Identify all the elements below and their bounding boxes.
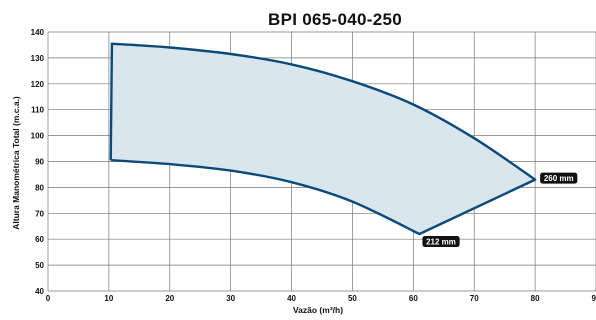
curve-260mm (110, 42, 537, 181)
x-tick-label-1: 10 (104, 294, 113, 303)
y-tick-label-10: 140 (31, 28, 45, 37)
label-212mm: 212 mm (426, 238, 456, 247)
y-tick-label-2: 60 (35, 235, 44, 244)
y-tick-label-1: 50 (35, 261, 44, 270)
max-flow-edge (418, 178, 536, 236)
x-axis-label: Vazão (m³/h) (293, 305, 343, 315)
y-tick-label-0: 40 (35, 287, 44, 296)
x-tick-label-5: 50 (348, 294, 357, 303)
curve-212mm (110, 159, 421, 236)
operating-area (111, 43, 536, 235)
y-tick-label-9: 130 (31, 54, 45, 63)
x-tick-label-7: 70 (470, 294, 479, 303)
x-tick-label-0: 0 (46, 294, 51, 303)
x-tick-label-3: 30 (226, 294, 235, 303)
y-tick-label-6: 100 (31, 132, 45, 141)
y-axis-label: Altura Manométrica Total (m.c.a.) (11, 96, 21, 230)
x-tick-label-6: 60 (409, 294, 418, 303)
x-ticks: 0 10 20 30 40 50 60 70 80 90 (46, 294, 596, 303)
x-tick-label-2: 20 (165, 294, 174, 303)
y-tick-label-7: 110 (31, 106, 44, 115)
label-260mm: 260 mm (544, 174, 574, 183)
chart-title: BPI 065-040-250 (268, 10, 402, 29)
curve-tags: 260 mm 212 mm (422, 172, 578, 248)
y-tick-label-3: 70 (35, 209, 44, 218)
y-ticks: 40 50 60 70 80 90 100 110 120 130 140 (31, 28, 45, 296)
label-260mm-box (540, 172, 578, 184)
y-tick-label-8: 120 (31, 80, 45, 89)
x-tick-label-9: 90 (592, 294, 596, 303)
x-tick-label-4: 40 (287, 294, 296, 303)
y-tick-label-4: 80 (35, 183, 44, 192)
x-tick-label-8: 80 (531, 294, 540, 303)
label-212mm-box (422, 236, 460, 248)
min-flow-edge (109, 43, 114, 161)
y-tick-label-5: 90 (35, 158, 44, 167)
curves (110, 42, 537, 236)
